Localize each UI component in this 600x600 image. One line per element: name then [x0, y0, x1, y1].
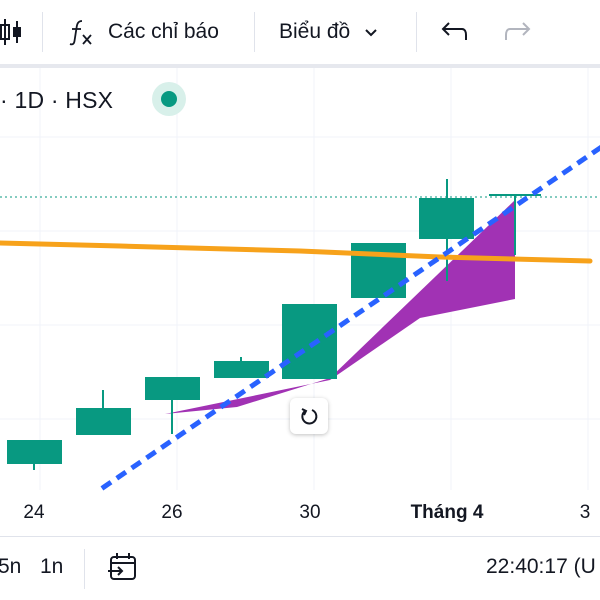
indicators-label: Các chỉ báo	[108, 20, 219, 43]
candle	[489, 194, 541, 255]
redo-button[interactable]	[504, 0, 532, 64]
bottom-toolbar: 5n 1n 22:40:17 (U	[0, 537, 600, 600]
chart-type-menu-button[interactable]: Biểu đồ	[279, 0, 380, 64]
symbol-legend[interactable]: · 1D · HSX	[0, 80, 113, 120]
x-axis-label: 26	[161, 502, 183, 523]
undo-icon	[441, 22, 467, 40]
x-axis-label: 3	[579, 502, 591, 523]
candle	[145, 377, 200, 434]
reset-chart-button[interactable]	[290, 398, 328, 434]
bottom-divider	[0, 536, 600, 537]
clock-time[interactable]: 22:40:17 (U	[486, 555, 596, 578]
candle	[7, 440, 62, 470]
top-toolbar: Các chỉ báo Biểu đồ	[0, 0, 600, 64]
indicators-button[interactable]: Các chỉ báo	[66, 0, 219, 64]
fx-icon	[69, 20, 92, 46]
candle	[419, 179, 474, 281]
candle	[214, 357, 269, 378]
candles	[7, 179, 541, 470]
symbol-info: · 1D · HSX	[0, 86, 114, 113]
range-5n-button[interactable]: 5n	[0, 555, 22, 578]
chevron-down-icon	[365, 29, 377, 37]
candles-icon	[0, 19, 21, 45]
chart-type-button[interactable]	[0, 0, 30, 64]
goto-date-button[interactable]	[106, 551, 138, 589]
undo-button[interactable]	[440, 0, 468, 64]
redo-icon	[505, 22, 531, 40]
candle	[282, 304, 337, 379]
trendline	[100, 144, 600, 491]
price-chart[interactable]	[0, 68, 600, 538]
drawing-shape	[165, 200, 515, 414]
calendar-goto-icon	[108, 553, 136, 580]
toolbar-separator	[254, 12, 255, 52]
candle	[76, 390, 131, 435]
chart-type-label: Biểu đồ	[279, 20, 351, 43]
x-axis-label: Tháng 4	[410, 502, 484, 523]
x-axis-label: 30	[299, 502, 321, 523]
toolbar-separator	[42, 12, 43, 52]
range-1n-button[interactable]: 1n	[40, 555, 64, 578]
market-status-indicator[interactable]	[152, 82, 186, 116]
toolbar-separator	[416, 12, 417, 52]
ma-line	[0, 240, 593, 264]
x-axis-label: 24	[23, 502, 45, 523]
toolbar-divider	[0, 64, 600, 68]
market-open-dot	[161, 91, 177, 107]
reset-icon	[301, 408, 318, 425]
bottom-separator	[84, 549, 85, 589]
